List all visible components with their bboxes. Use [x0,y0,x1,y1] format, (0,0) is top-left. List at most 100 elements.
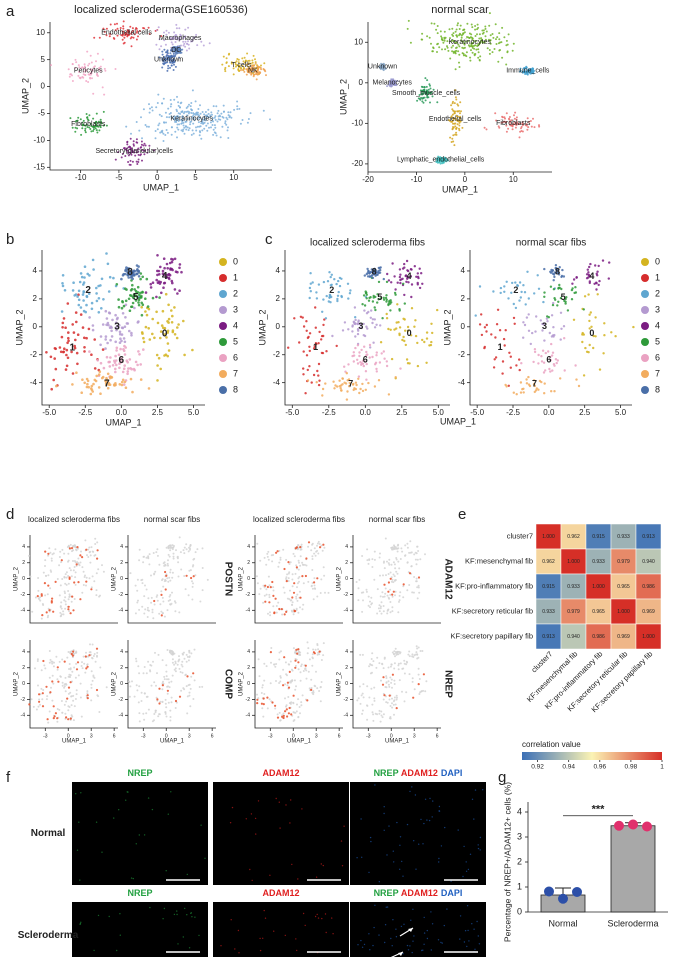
cell-point [505,385,508,388]
cell-point [417,673,420,676]
cell-point [289,589,291,592]
cell-point [597,283,600,287]
y-tick-label: -4 [30,378,38,387]
cell-point [310,678,313,681]
cell-point [225,123,228,126]
cell-point [384,686,387,688]
cell-point [98,36,101,39]
cell-point [299,564,302,567]
y-axis-label: UMAP_2 [337,671,343,696]
cell-point [147,660,150,663]
stain-speck [238,952,240,954]
cell-point [176,95,178,98]
cell-point [384,587,387,590]
stain-speck [438,861,440,863]
cell-point [179,671,182,673]
cell-point [519,296,522,299]
stain-speck [370,840,372,843]
cell-point [298,653,301,656]
cell-point [283,591,286,594]
colorbar-tick-label: 0.96 [593,764,606,771]
cell-point [175,549,177,552]
cell-point [553,275,556,279]
cell-point [584,346,587,350]
cell-point [145,672,148,675]
cell-point [163,39,166,42]
cell-point [470,33,473,36]
cell-point [336,297,339,301]
cell-point [327,591,330,594]
cell-point [109,23,112,26]
cell-point [365,590,368,593]
cell-point [64,600,67,603]
cell-point [92,675,95,678]
x-tick-label: 6 [211,733,214,739]
cell-point [276,713,279,716]
stain-speck [407,949,410,951]
cell-point [40,669,43,672]
cell-point [169,594,172,596]
cell-point [80,275,84,279]
cell-point [511,124,514,127]
cell-point [371,664,374,667]
cell-point [356,332,360,336]
cell-point [541,349,545,352]
cell-point [363,345,366,348]
cell-point [382,66,385,69]
cell-point [132,29,135,32]
cell-point [133,294,137,298]
cell-point [68,545,70,548]
expressing-cell [73,581,76,584]
cell-point [154,709,157,712]
cell-point [166,329,170,333]
cell-point [37,705,40,708]
cell-point [131,283,134,287]
stain-speck [440,941,442,944]
cell-point [413,576,416,578]
cell-point [394,567,397,570]
y-tick-label: 0 [33,322,38,331]
cell-point [398,567,401,570]
cell-point [157,124,160,127]
expressing-cell [51,680,54,683]
expressing-cell [381,683,385,686]
x-tick-label: 10 [229,173,238,182]
cell-point [390,301,393,304]
cluster-label: Immune_cells [506,67,550,74]
cell-point [409,275,412,278]
cell-point [50,686,52,689]
cell-point [451,33,454,36]
cell-point [173,98,176,101]
cell-point [165,121,167,124]
cell-point [450,46,453,49]
cell-value: 0.940 [567,634,580,640]
expressing-cell [392,590,395,593]
stain-speck [79,879,81,881]
stain-speck [363,943,366,946]
cell-point [389,665,392,668]
cell-point [563,337,566,340]
cell-point [318,653,321,656]
cell-point [142,27,145,29]
cell-point [165,336,168,339]
cell-point [422,89,425,92]
cell-point [374,269,378,272]
cell-point [443,39,446,42]
cell-point [114,313,117,317]
cell-point [157,715,160,718]
cell-point [373,550,376,553]
cell-point [482,29,485,32]
cell-point [92,128,95,131]
stain-speck [321,917,323,920]
legend-swatch [641,370,649,378]
cell-point [369,606,371,609]
cell-point [287,663,290,666]
cell-point [170,650,173,653]
expressing-cell [53,715,56,718]
cell-point [212,128,215,131]
x-tick-label: -2.5 [322,408,336,417]
cell-point [228,115,231,118]
cell-point [163,31,165,34]
cell-point [124,155,127,157]
expressing-cell [294,659,297,662]
